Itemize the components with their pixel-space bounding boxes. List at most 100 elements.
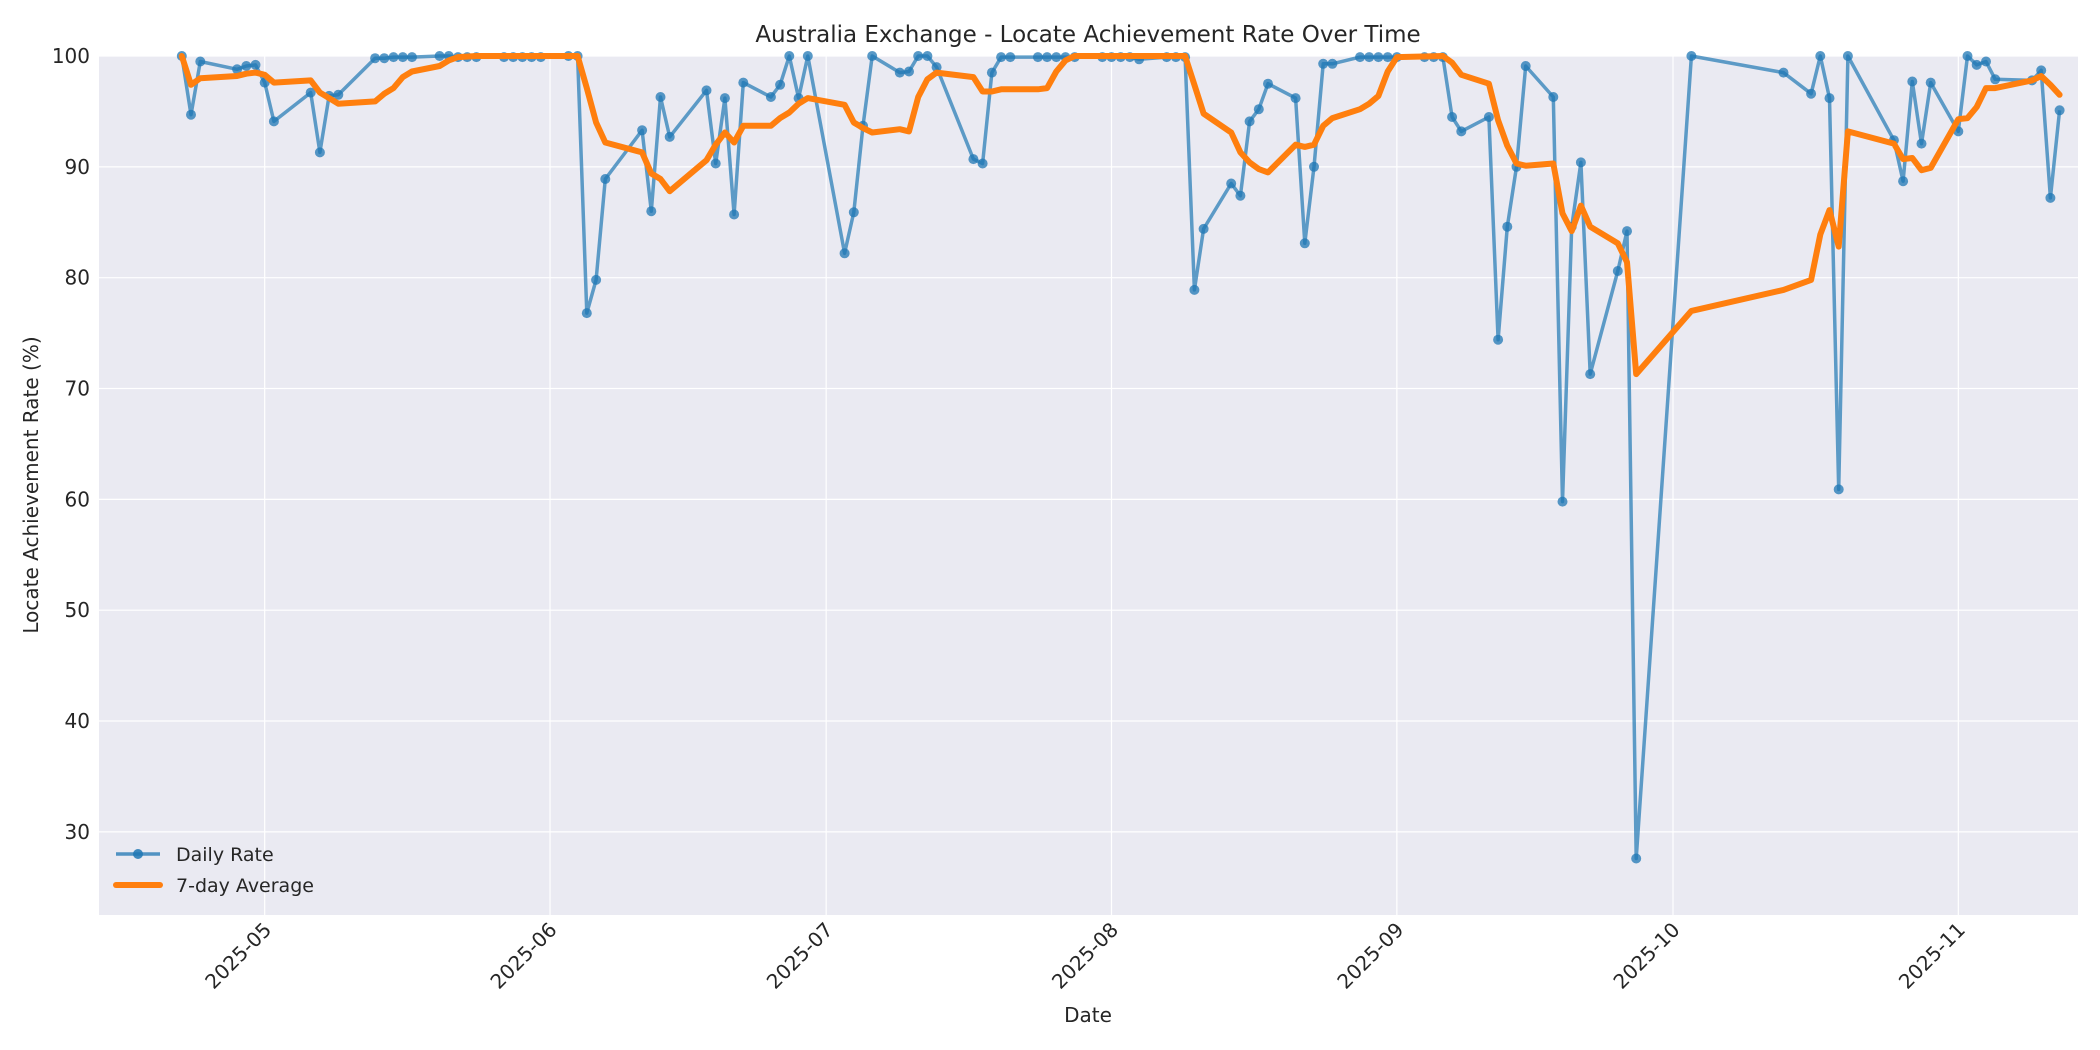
- daily-rate-point: [1585, 369, 1596, 380]
- daily-rate-point: [719, 93, 730, 104]
- legend-daily-marker-icon: [133, 849, 143, 859]
- daily-rate-point: [1235, 190, 1246, 201]
- daily-rate-point: [968, 154, 979, 165]
- daily-rate-point: [1447, 112, 1458, 122]
- daily-rate-point: [775, 79, 786, 90]
- y-tick-label: 70: [65, 377, 90, 401]
- daily-rate-point: [637, 125, 648, 136]
- daily-rate-point: [1824, 93, 1835, 104]
- daily-rate-point: [1226, 178, 1237, 189]
- daily-rate-point: [186, 109, 196, 120]
- daily-rate-point: [1502, 221, 1513, 232]
- daily-rate-point: [701, 85, 712, 96]
- daily-rate-point: [1631, 853, 1642, 864]
- y-tick-label: 40: [65, 709, 90, 733]
- x-tick-label: 2025-05: [200, 918, 276, 994]
- daily-rate-point: [250, 59, 261, 70]
- y-tick-label: 50: [65, 598, 90, 622]
- x-tick-label: 2025-10: [1608, 918, 1684, 994]
- daily-rate-point: [894, 67, 905, 78]
- plot-area: [99, 56, 2078, 915]
- daily-rate-point: [1042, 52, 1053, 63]
- daily-rate-point: [996, 52, 1007, 63]
- daily-rate-point: [1925, 77, 1936, 88]
- daily-rate-point: [738, 77, 749, 88]
- daily-rate-point: [379, 53, 390, 64]
- daily-rate-point: [913, 51, 924, 61]
- daily-rate-point: [646, 206, 657, 217]
- daily-rate-point: [241, 61, 252, 71]
- daily-rate-point: [1686, 51, 1697, 61]
- daily-rate-point: [333, 89, 344, 100]
- y-tick-label: 100: [52, 44, 90, 68]
- legend-label-7day-average: 7-day Average: [176, 875, 314, 897]
- daily-rate-point: [922, 51, 933, 61]
- daily-rate-point: [1364, 52, 1375, 63]
- daily-rate-point: [1253, 104, 1264, 115]
- daily-rate-point: [904, 66, 914, 77]
- daily-rate-point: [664, 131, 675, 142]
- x-axis-label: Date: [1064, 1003, 1112, 1027]
- seven-day-average-line: [178, 53, 2063, 378]
- daily-rate-point: [1990, 74, 2001, 85]
- daily-rate-point: [1355, 52, 1365, 63]
- daily-rate-point: [1327, 58, 1338, 69]
- daily-rate-point: [2045, 192, 2056, 203]
- daily-rate-point: [1382, 52, 1393, 63]
- daily-rate-point: [1842, 51, 1853, 61]
- daily-rate-point: [1971, 59, 1982, 70]
- series-layer: [176, 51, 2065, 864]
- daily-rate-point: [1051, 52, 1062, 63]
- daily-rate-point: [370, 53, 381, 64]
- daily-rate-point: [305, 87, 316, 98]
- y-tick-label: 60: [65, 487, 90, 511]
- daily-rate-point: [397, 52, 408, 63]
- daily-rate-point: [977, 158, 988, 169]
- daily-rate-point: [839, 248, 850, 259]
- daily-rate-point: [784, 51, 795, 61]
- daily-rate-point: [407, 52, 417, 63]
- x-axis-ticks: 2025-05 2025-06 2025-07 2025-08 2025-09 2025-…: [200, 918, 1970, 994]
- daily-rate-point: [232, 64, 243, 75]
- daily-rate-point: [1299, 238, 1310, 249]
- x-tick-label: 2025-09: [1332, 918, 1408, 994]
- legend-item-7day-average: 7-day Average: [113, 875, 314, 897]
- x-tick-label: 2025-11: [1894, 918, 1970, 994]
- daily-rate-point: [600, 174, 611, 184]
- y-axis-ticks: 30 40 50 60 70 80 90 100: [52, 44, 90, 844]
- daily-rate-point: [1962, 51, 1973, 61]
- chart-title: Australia Exchange - Locate Achievement …: [755, 22, 1420, 48]
- daily-rate-point: [1806, 88, 1817, 99]
- daily-rate-point: [655, 92, 666, 102]
- daily-rate-point: [1263, 78, 1273, 89]
- daily-rate-point: [1483, 112, 1494, 122]
- daily-rate-point: [729, 209, 740, 220]
- legend-label-daily-rate: Daily Rate: [176, 844, 274, 866]
- daily-rate-point: [581, 308, 592, 319]
- daily-rate-point: [1456, 126, 1467, 137]
- daily-rate-point: [1032, 52, 1043, 63]
- daily-rate-point: [931, 62, 942, 73]
- daily-rate-point: [434, 51, 445, 61]
- daily-rate-point: [2054, 105, 2065, 116]
- daily-rate-point: [1189, 284, 1200, 295]
- daily-rate-point: [1907, 76, 1918, 87]
- daily-rate-point: [1981, 56, 1991, 67]
- y-tick-label: 80: [65, 266, 90, 290]
- y-axis-label: Locate Achievement Rate (%): [19, 336, 43, 633]
- daily-rate-point: [591, 274, 602, 285]
- daily-rate-point: [1575, 157, 1586, 168]
- daily-rate-point: [1612, 266, 1623, 276]
- daily-rate-point: [1778, 67, 1789, 78]
- daily-rate-point: [1373, 52, 1384, 63]
- legend-item-daily-rate: Daily Rate: [116, 844, 274, 866]
- y-tick-label: 30: [65, 820, 90, 844]
- daily-rate-point: [1005, 52, 1016, 63]
- x-tick-label: 2025-08: [1047, 918, 1123, 994]
- daily-rate-point: [195, 56, 206, 67]
- daily-rate-point: [867, 51, 878, 61]
- daily-rate-point: [1198, 223, 1209, 234]
- daily-rate-point: [268, 116, 279, 127]
